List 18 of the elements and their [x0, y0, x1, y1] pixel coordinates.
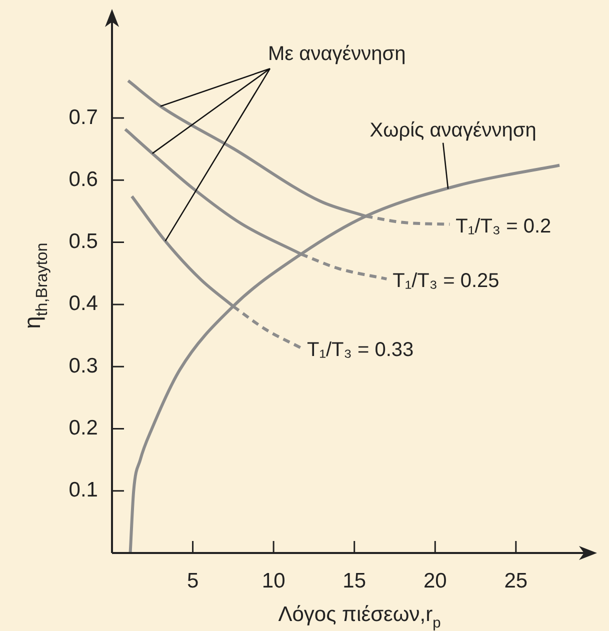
x-tick-label: 10	[262, 569, 286, 592]
y-tick-label: 0.5	[68, 230, 98, 254]
x-tick-label: 15	[342, 569, 366, 592]
series-label: T₁/T₃ = 0.2	[456, 215, 552, 238]
annotation: Με αναγέννηση	[268, 43, 406, 66]
series-label: T₁/T₃ = 0.25	[392, 270, 500, 292]
series-label: T₁/T₃ = 0.33	[307, 338, 414, 361]
x-tick-label: 20	[423, 569, 447, 592]
x-tick-label: 5	[186, 569, 199, 592]
y-tick-label: 0.4	[68, 292, 98, 316]
y-tick-label: 0.7	[68, 106, 98, 129]
y-axis-title: ηth,Brayton	[19, 242, 51, 329]
y-tick-label: 0.2	[68, 416, 98, 440]
x-tick-label: 25	[504, 569, 528, 592]
y-tick-label: 0.1	[68, 478, 98, 502]
y-tick-label: 0.6	[68, 168, 98, 191]
y-tick-label: 0.3	[68, 354, 98, 378]
annotation: Χωρίς αναγέννηση	[370, 119, 536, 142]
